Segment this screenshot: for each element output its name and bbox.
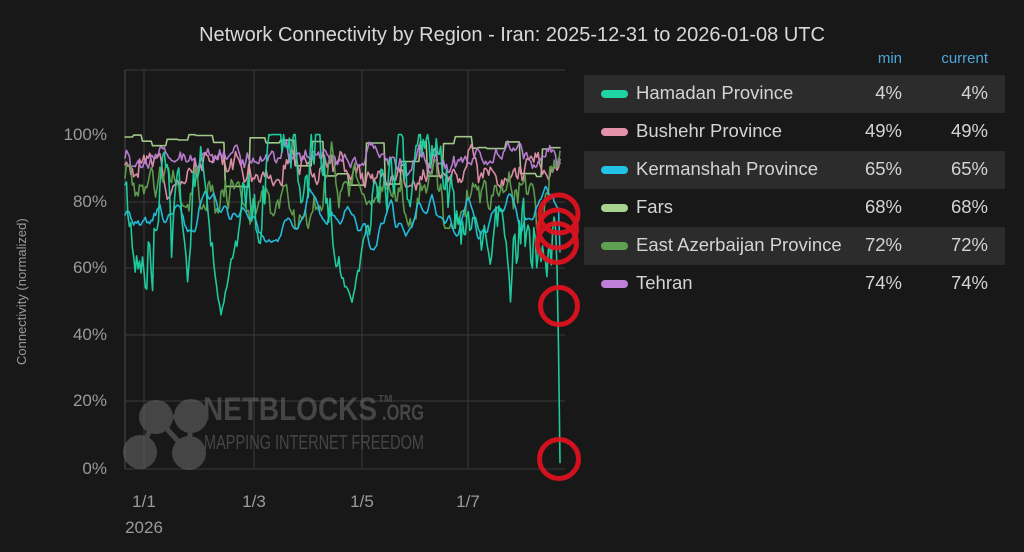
svg-text:.ORG: .ORG xyxy=(382,400,424,425)
svg-text:MAPPING INTERNET FREEDOM: MAPPING INTERNET FREEDOM xyxy=(204,432,424,454)
svg-text:NETBLOCKS: NETBLOCKS xyxy=(203,391,377,427)
